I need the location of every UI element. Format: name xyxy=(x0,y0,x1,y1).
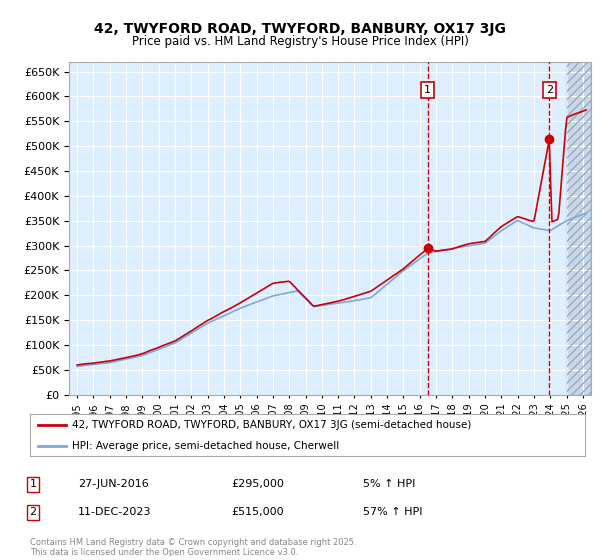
Text: 42, TWYFORD ROAD, TWYFORD, BANBURY, OX17 3JG (semi-detached house): 42, TWYFORD ROAD, TWYFORD, BANBURY, OX17… xyxy=(71,420,471,430)
Text: 11-DEC-2023: 11-DEC-2023 xyxy=(78,507,151,517)
Text: 1: 1 xyxy=(29,479,37,489)
Bar xyxy=(566,62,591,395)
Text: Price paid vs. HM Land Registry's House Price Index (HPI): Price paid vs. HM Land Registry's House … xyxy=(131,35,469,48)
Text: 42, TWYFORD ROAD, TWYFORD, BANBURY, OX17 3JG: 42, TWYFORD ROAD, TWYFORD, BANBURY, OX17… xyxy=(94,22,506,36)
Text: 1: 1 xyxy=(424,85,431,95)
Text: 5% ↑ HPI: 5% ↑ HPI xyxy=(363,479,415,489)
Text: £295,000: £295,000 xyxy=(231,479,284,489)
Text: 27-JUN-2016: 27-JUN-2016 xyxy=(78,479,149,489)
Text: £515,000: £515,000 xyxy=(231,507,284,517)
Text: Contains HM Land Registry data © Crown copyright and database right 2025.
This d: Contains HM Land Registry data © Crown c… xyxy=(30,538,356,557)
Text: 2: 2 xyxy=(29,507,37,517)
Bar xyxy=(566,62,591,395)
Text: 57% ↑ HPI: 57% ↑ HPI xyxy=(363,507,422,517)
Text: HPI: Average price, semi-detached house, Cherwell: HPI: Average price, semi-detached house,… xyxy=(71,441,339,451)
Text: 2: 2 xyxy=(545,85,553,95)
